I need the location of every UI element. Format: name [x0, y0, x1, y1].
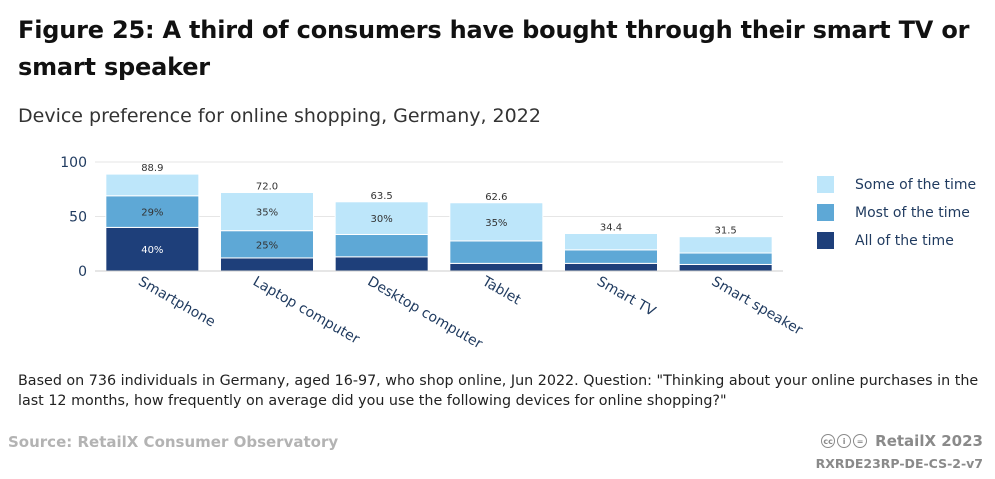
total-label: 63.5 [371, 191, 393, 202]
x-category-label: Tablet [478, 273, 523, 308]
legend-label: All of the time [855, 233, 954, 249]
bar-segment [220, 192, 314, 232]
x-category-label: Smart speaker [709, 274, 806, 339]
bar-segment [220, 257, 314, 272]
x-category-label: Desktop computer [365, 274, 486, 353]
creative-commons-icon: cc i = [821, 434, 868, 448]
bar-segment [564, 233, 658, 251]
bar-segment [449, 240, 544, 264]
bar-segment [449, 202, 544, 242]
y-tick-label: 50 [69, 210, 87, 226]
bar-segment [564, 262, 658, 272]
segment-label: 29% [141, 208, 163, 219]
total-label: 34.4 [600, 223, 622, 234]
legend-swatch [817, 204, 834, 221]
bar-segment [449, 262, 544, 272]
bar-segment [105, 173, 200, 197]
source-text: Source: RetailX Consumer Observatory [8, 433, 339, 451]
legend-label: Some of the time [855, 177, 976, 193]
bar-segment [678, 263, 773, 272]
methodology-note: Based on 736 individuals in Germany, age… [18, 373, 979, 409]
y-tick-label: 100 [60, 155, 87, 171]
x-category-label: Smart TV [594, 274, 659, 321]
total-label: 62.6 [485, 192, 507, 203]
brand-block: cc i = RetailX 2023 [821, 432, 983, 450]
total-label: 31.5 [715, 226, 737, 237]
total-label: 88.9 [141, 163, 163, 174]
bar-segment [334, 256, 429, 272]
bar-segment [220, 230, 314, 259]
chart-subtitle: Device preference for online shopping, G… [18, 105, 541, 127]
x-category-label: Smartphone [135, 274, 218, 331]
legend-swatch [817, 176, 834, 193]
report-code: RXRDE23RP-DE-CS-2-v7 [815, 456, 983, 471]
bar-segment [678, 236, 773, 254]
segment-label: 35% [256, 208, 278, 219]
stacked-bar-chart: 0 50 100 40% 29% 88.9 Smartphone 25% 35% 72.0 Lapt… [60, 155, 976, 353]
bar-segment [334, 201, 429, 235]
bar-segment [334, 233, 429, 258]
legend-swatch [817, 232, 834, 249]
segment-label: 40% [141, 245, 163, 256]
legend-label: Most of the time [855, 205, 970, 221]
y-tick-label: 0 [78, 264, 87, 280]
segment-label: 30% [371, 214, 393, 225]
x-category-label: Laptop computer [250, 274, 362, 348]
bar-segment [678, 252, 773, 265]
segment-label: 35% [485, 218, 507, 229]
chart-title: Figure 25: A third of consumers have bou… [18, 16, 970, 81]
total-label: 72.0 [256, 182, 278, 193]
bar-segment [105, 226, 200, 272]
segment-label: 25% [256, 240, 278, 251]
brand-text: RetailX 2023 [875, 432, 983, 450]
bar-segment [564, 249, 658, 264]
